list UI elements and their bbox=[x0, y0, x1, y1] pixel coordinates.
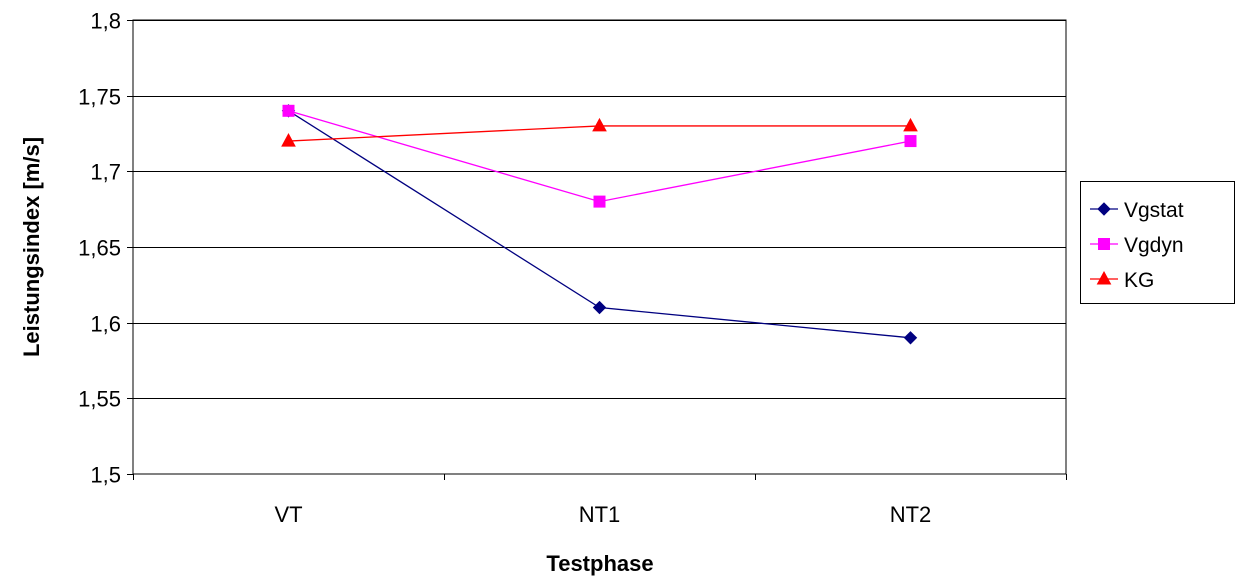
y-tick-label: 1,55 bbox=[78, 387, 121, 412]
legend-marker-kg bbox=[1096, 270, 1112, 285]
legend-marker-vgdyn bbox=[1098, 238, 1110, 250]
gridlines bbox=[133, 20, 1066, 399]
legend: Vgstat Vgdyn KG bbox=[1080, 181, 1235, 304]
legend-label-vgdyn: Vgdyn bbox=[1124, 234, 1184, 257]
legend-marker-vgstat bbox=[1097, 202, 1111, 216]
x-tick-label: VT bbox=[274, 502, 302, 527]
y-tick-label: 1,8 bbox=[90, 9, 121, 34]
data-point-kg bbox=[592, 117, 607, 132]
x-axis-title: Testphase bbox=[546, 551, 653, 576]
data-point-vgdyn bbox=[282, 104, 295, 117]
data-point-vgdyn bbox=[904, 135, 917, 148]
y-tick-label: 1,65 bbox=[78, 236, 121, 261]
x-tick-label: NT2 bbox=[890, 502, 932, 527]
data-point-vgstat bbox=[903, 331, 918, 345]
x-tick-label: NT1 bbox=[579, 502, 621, 527]
y-tick-label: 1,5 bbox=[90, 463, 121, 488]
y-tick-label: 1,75 bbox=[78, 85, 121, 110]
data-point-vgstat bbox=[592, 300, 607, 315]
legend-label-vgstat: Vgstat bbox=[1124, 199, 1184, 222]
y-axis-title: Leistungsindex [m/s] bbox=[19, 137, 44, 357]
axes bbox=[127, 19, 1067, 480]
legend-label-kg: KG bbox=[1124, 269, 1154, 292]
tick-labels: 1,5 1,55 1,6 1,65 1,7 1,75 1,8 VT NT1 NT2 bbox=[78, 9, 931, 528]
y-tick-label: 1,7 bbox=[90, 160, 121, 185]
data-point-kg bbox=[903, 117, 918, 132]
data-point-kg bbox=[281, 133, 296, 147]
data-point-vgdyn bbox=[593, 195, 606, 208]
y-tick-label: 1,6 bbox=[90, 312, 121, 337]
data-markers bbox=[281, 104, 918, 345]
